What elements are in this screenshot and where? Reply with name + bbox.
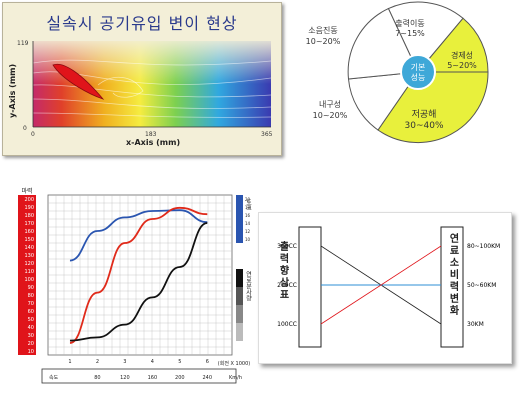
y-tick-bottom: 0 (23, 125, 27, 132)
speed-row (41, 368, 237, 384)
pie-label-output: 출력이동 (395, 18, 424, 28)
schematic-svg: 300CC 200CC 100CC 80~100KM 50~60KM 30KM (277, 226, 500, 348)
hp-tick: 110 (24, 269, 34, 275)
pie-label-durability: 내구성 (319, 100, 341, 109)
series-line-2 (69, 222, 208, 342)
pie-slice-low-emission (377, 71, 489, 144)
pie-range-economy: 5~20% (447, 61, 477, 70)
hp-tick: 80 (28, 293, 34, 299)
rpm-tick: 3 (123, 359, 126, 365)
x-tick-365: 365 (261, 131, 273, 138)
torque-axis-title: 토크 (245, 199, 252, 211)
speed-label: 속도 (49, 374, 59, 381)
x-axis-label: x-Axis (mm) (126, 138, 180, 147)
torque-scale-bar (236, 195, 243, 243)
y-tick-top: 119 (17, 40, 29, 47)
pie-label-economy: 경제성 (451, 50, 473, 60)
hp-tick: 130 (24, 253, 34, 259)
hp-tick: 90 (28, 285, 34, 291)
left-tick-300: 300CC (277, 243, 297, 250)
displacement-fuel-schematic: 300CC 200CC 100CC 80~100KM 50~60KM 30KM … (258, 212, 512, 364)
pie-label-low-emission: 저공해 (412, 109, 437, 120)
speed-tick: 120 (120, 375, 130, 381)
torque-tick: 14 (245, 221, 251, 226)
pie-center-label-1: 기본 (411, 63, 426, 72)
speed-tick: 240 (203, 375, 213, 381)
hp-tick: 120 (24, 261, 34, 267)
engine-performance-chart: 마력 200 190 180 170 160 150 140 130 120 110 100 90 80… (18, 185, 253, 397)
torque-tick: 18 (245, 205, 251, 210)
performance-pie-chart: 기본 성능 출력이동 7~15% 경제성 5~20% 저공해 30~40% 내구… (290, 0, 530, 160)
hp-axis-title: 마력 (21, 187, 32, 195)
pie-label-noise: 소음진동 (308, 25, 337, 35)
pie-slice-economy (416, 17, 489, 73)
pie-slice-noise (347, 7, 419, 80)
pie-range-durability: 10~20% (313, 111, 348, 120)
flow-visualization-panel: 실속시 공기유입 변이 현상 (2, 2, 282, 156)
torque-tick: 10 (245, 237, 251, 242)
rpm-tick: 6 (206, 359, 209, 365)
series-line-0 (69, 209, 208, 262)
line-100-80 (320, 245, 442, 325)
torque-tick: 16 (245, 213, 251, 218)
speed-tick: 80 (94, 375, 100, 381)
series-line-1 (69, 206, 208, 344)
y-axis-label: y-Axis (mm) (8, 64, 17, 118)
pie-range-low-emission: 30~40% (405, 121, 444, 131)
pie-range-output: 7~15% (395, 29, 425, 38)
torque-tick: 12 (245, 229, 251, 234)
hp-tick: 20 (28, 341, 34, 347)
hp-tick: 150 (24, 237, 34, 243)
hp-tick: 100 (24, 277, 34, 283)
rpm-tick: 4 (151, 359, 154, 365)
line-chart-svg: 마력 2001901801701601501401301201101009080… (18, 187, 252, 384)
hp-tick: 50 (28, 317, 34, 323)
rpm-tick: 5 (178, 359, 181, 365)
hp-tick: 190 (24, 205, 34, 211)
pie-range-noise: 10~20% (306, 37, 341, 46)
right-tick-50: 50~60KM (467, 282, 496, 289)
pie-svg: 기본 성능 출력이동 7~15% 경제성 5~20% 저공해 30~40% 내구… (306, 1, 489, 144)
left-bar (298, 226, 322, 348)
flow-plot: 119 0 0 183 365 x-Axis (mm) y-Axis (mm) (8, 40, 273, 147)
left-tick-100: 100CC (277, 321, 297, 328)
hp-tick: 180 (24, 213, 34, 219)
pie-center-label-2: 성능 (411, 73, 426, 82)
hp-tick: 60 (28, 309, 34, 315)
rpm-tick: 1 (68, 359, 71, 365)
right-tick-30: 30KM (467, 321, 484, 328)
fuel-axis-title: 연료분사량 (245, 270, 252, 301)
x-tick-0: 0 (31, 131, 35, 138)
hp-tick: 30 (28, 333, 34, 339)
left-title: 출력향상표 (277, 241, 288, 301)
hp-tick: 140 (24, 245, 34, 251)
hp-tick: 160 (24, 229, 34, 235)
pie-slice-output (387, 1, 464, 73)
airfoil-shape (52, 63, 105, 100)
left-tick-200: 200CC (277, 282, 297, 289)
hp-tick: 170 (24, 221, 34, 227)
hp-tick: 40 (28, 325, 34, 331)
right-title: 연료소비력변화 (447, 233, 458, 317)
hp-tick: 10 (28, 349, 34, 355)
hp-tick: 70 (28, 301, 34, 307)
pie-center-badge (400, 54, 436, 90)
speed-unit: Km/h (229, 375, 242, 381)
pie-slice-durability (347, 71, 420, 131)
right-bar (440, 226, 464, 348)
x-tick-183: 183 (145, 131, 157, 138)
x-axis-unit: (회전 X 1000) (218, 360, 250, 367)
right-tick-80: 80~100KM (467, 243, 500, 250)
hp-scale-bar (18, 195, 36, 355)
torque-tick: 20 (245, 197, 251, 202)
rpm-tick: 2 (96, 359, 99, 365)
speed-tick: 160 (148, 375, 158, 381)
hp-tick: 200 (24, 197, 34, 203)
flow-panel-title: 실속시 공기유입 변이 현상 (46, 14, 238, 33)
speed-tick: 200 (175, 375, 185, 381)
